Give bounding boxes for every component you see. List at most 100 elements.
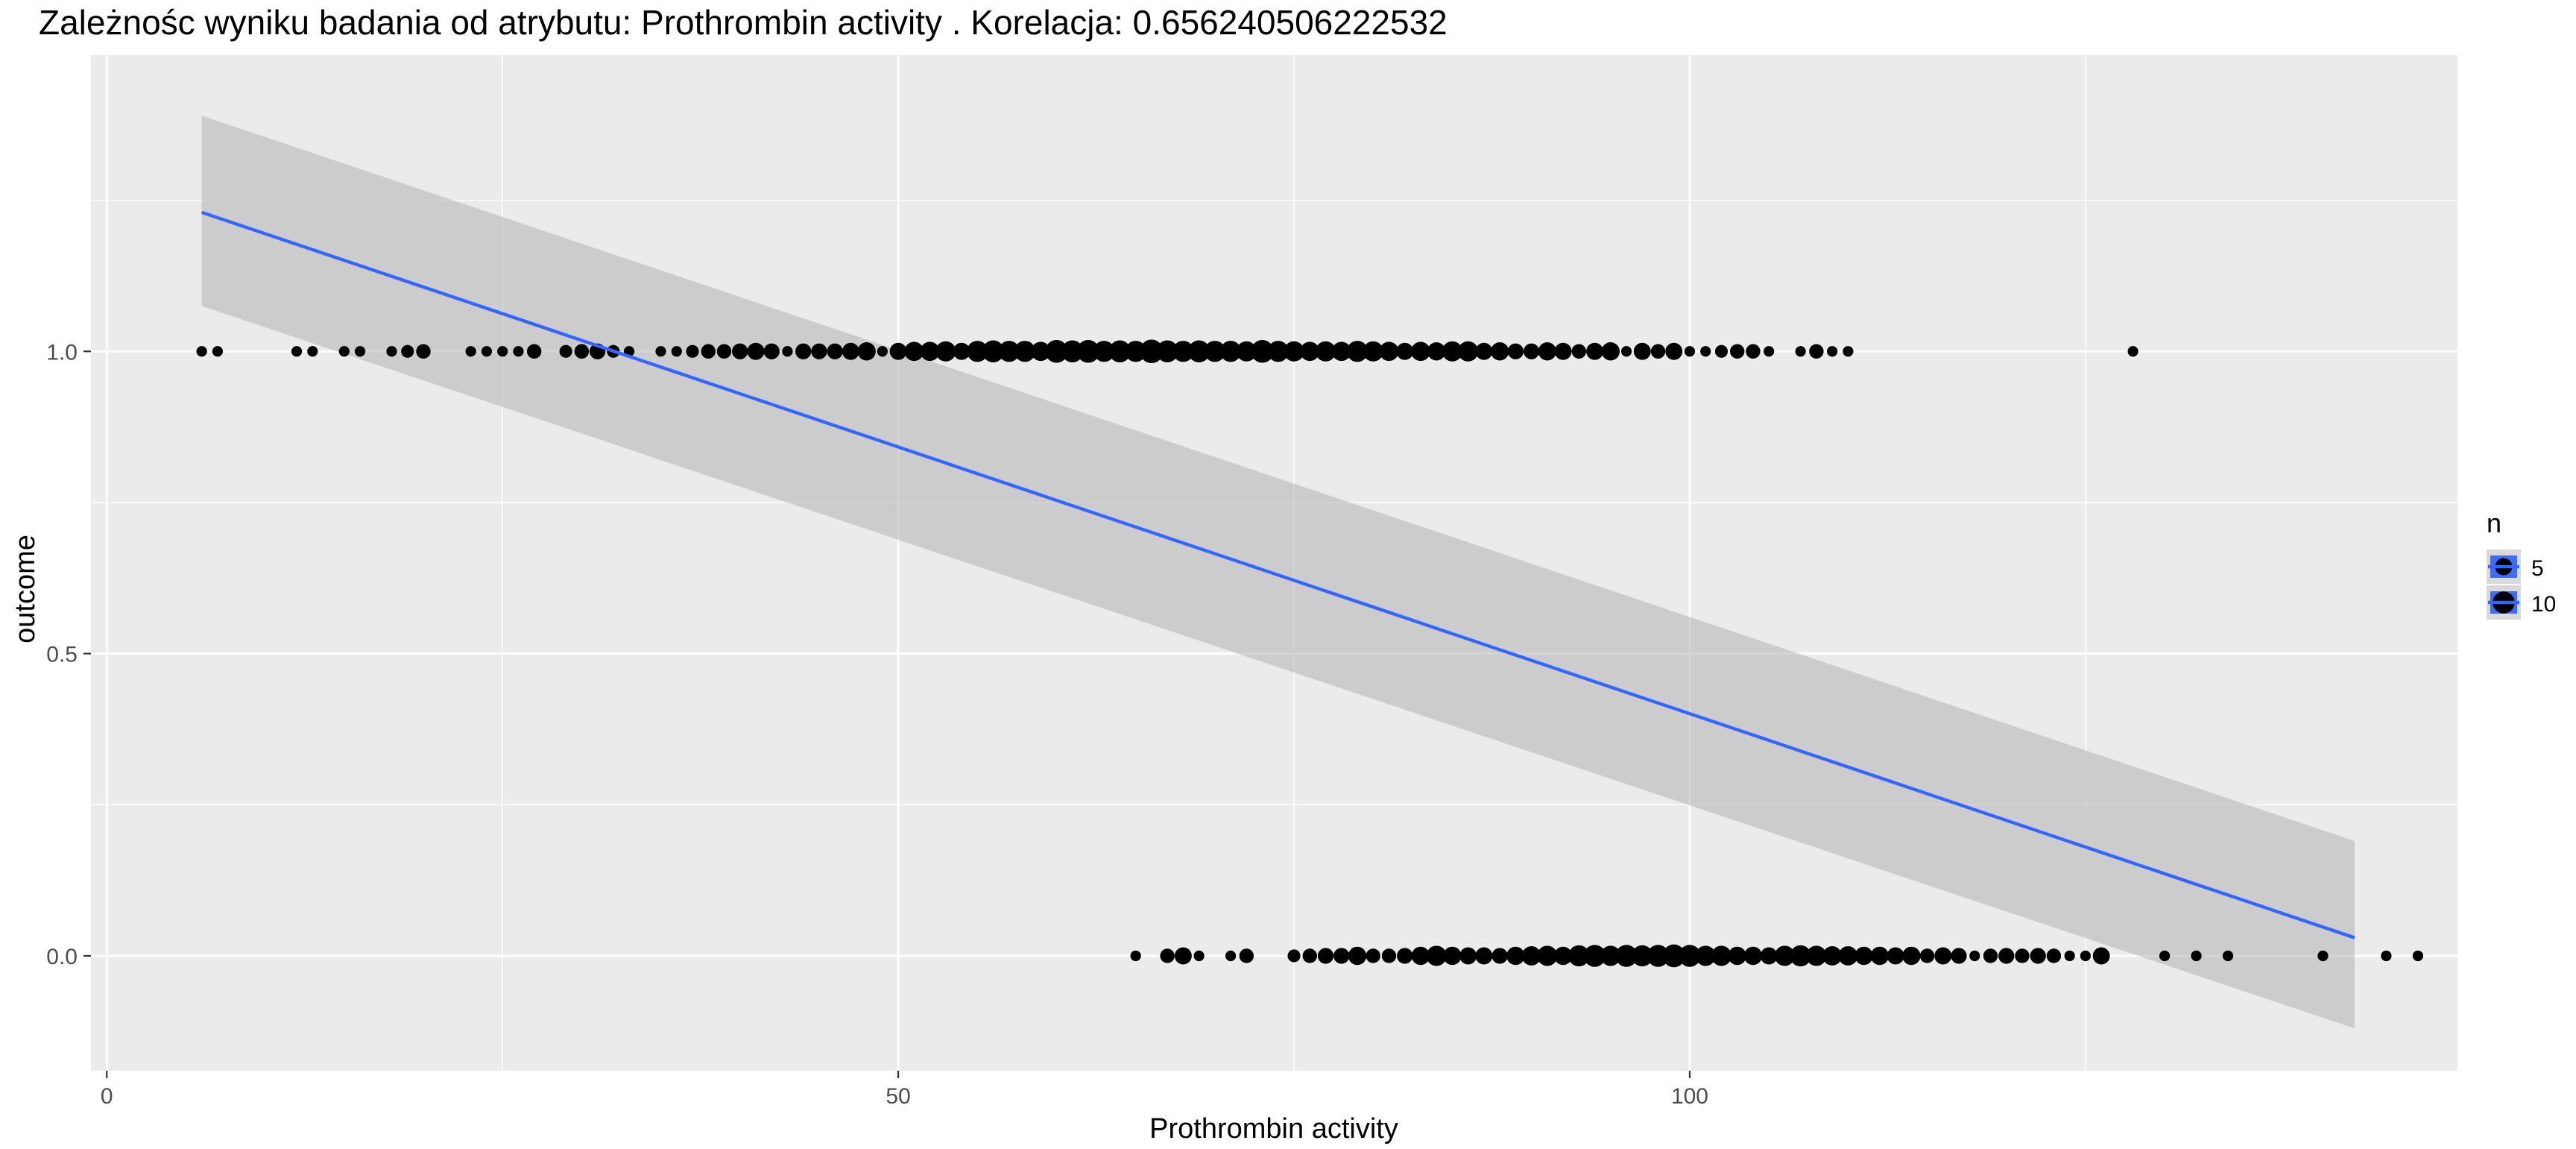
data-point	[1537, 945, 1558, 966]
data-point	[857, 342, 876, 361]
data-point	[763, 343, 780, 359]
data-point	[1711, 945, 1732, 966]
data-point	[1523, 343, 1540, 359]
data-point	[982, 340, 1005, 362]
regression-line	[201, 210, 2355, 939]
data-point	[998, 341, 1020, 362]
regression-line-path	[201, 210, 2355, 939]
data-point	[2159, 950, 2171, 962]
data-point	[1506, 946, 1525, 966]
data-point	[920, 341, 940, 362]
data-point	[1031, 341, 1051, 362]
data-point	[1204, 341, 1226, 362]
data-point	[386, 346, 397, 357]
data-point	[2092, 947, 2110, 965]
data-point	[526, 344, 542, 359]
data-point	[671, 346, 682, 357]
data-point	[1600, 945, 1621, 966]
data-point	[307, 346, 318, 357]
data-point	[1695, 945, 1716, 966]
data-point	[513, 346, 524, 357]
chart-title: Zależnośc wyniku badania od atrybutu: Pr…	[39, 3, 1448, 42]
data-point	[1331, 341, 1351, 362]
data-point	[1427, 342, 1446, 361]
data-points	[196, 339, 2424, 968]
data-point	[2030, 948, 2046, 964]
data-point	[1267, 341, 1289, 362]
x-tick-label: 50	[886, 1084, 910, 1109]
data-point	[1236, 341, 1257, 362]
data-point	[827, 343, 843, 359]
data-point	[1571, 344, 1587, 359]
data-point	[1076, 339, 1100, 363]
data-point	[2127, 346, 2138, 357]
data-point	[1239, 948, 1254, 963]
data-point	[1396, 342, 1414, 360]
data-point	[782, 346, 793, 357]
data-point	[1662, 944, 1686, 968]
data-point	[481, 346, 493, 357]
legend-title: n	[2487, 508, 2501, 538]
data-point	[2191, 950, 2202, 962]
data-point	[1442, 341, 1462, 362]
legend-label: 5	[2531, 556, 2544, 581]
y-axis-title: outcome	[10, 535, 41, 643]
data-point	[1809, 344, 1824, 359]
data-point	[1870, 946, 1890, 966]
data-point	[1568, 945, 1590, 967]
y-tick-label: 1.0	[46, 340, 78, 365]
data-point	[1187, 340, 1210, 362]
data-point	[1397, 948, 1413, 964]
data-point	[1714, 344, 1729, 358]
data-point	[1411, 341, 1430, 362]
data-point	[354, 346, 366, 357]
data-point	[1538, 342, 1557, 361]
legend-keys: 510	[2487, 550, 2556, 620]
data-point	[1586, 342, 1604, 360]
data-point	[1620, 346, 1632, 357]
data-point	[1125, 341, 1146, 362]
data-point	[1160, 948, 1175, 963]
data-point	[1887, 947, 1904, 965]
data-point	[795, 343, 812, 359]
data-point	[1459, 947, 1477, 965]
data-point	[1633, 342, 1651, 360]
data-point	[338, 346, 350, 357]
data-point	[953, 342, 970, 360]
data-point	[842, 342, 859, 360]
data-point	[1951, 948, 1967, 964]
data-point	[1998, 948, 2015, 964]
data-point	[1902, 946, 1921, 966]
data-point	[2412, 950, 2424, 962]
data-point	[1130, 950, 1141, 962]
data-point	[1284, 341, 1304, 362]
y-tick-label: 0.0	[46, 945, 78, 969]
x-axis-title: Prothrombin activity	[1149, 1113, 1398, 1145]
data-point	[1615, 945, 1638, 967]
data-point	[1061, 340, 1084, 362]
data-point	[1764, 346, 1775, 357]
data-point	[1300, 341, 1320, 362]
data-point	[1826, 346, 1838, 357]
data-point	[1743, 946, 1763, 966]
data-point	[904, 341, 924, 362]
data-point	[1507, 343, 1524, 359]
data-point	[1983, 948, 1998, 963]
data-point	[1774, 945, 1795, 966]
data-point	[212, 346, 224, 357]
data-point	[1475, 342, 1493, 360]
data-point	[1156, 340, 1178, 362]
data-point	[559, 344, 572, 358]
data-point	[1934, 947, 1952, 965]
y-axis: 0.0 0.5 1.0	[46, 340, 91, 969]
data-point	[1919, 948, 1935, 963]
data-point	[1426, 945, 1447, 966]
data-point	[1093, 341, 1115, 362]
data-point	[2381, 950, 2392, 962]
data-point	[1854, 946, 1873, 966]
data-point	[1381, 948, 1397, 963]
data-point	[2064, 950, 2075, 962]
data-point	[1443, 946, 1462, 966]
data-point	[1700, 346, 1711, 357]
data-point	[1647, 945, 1670, 967]
